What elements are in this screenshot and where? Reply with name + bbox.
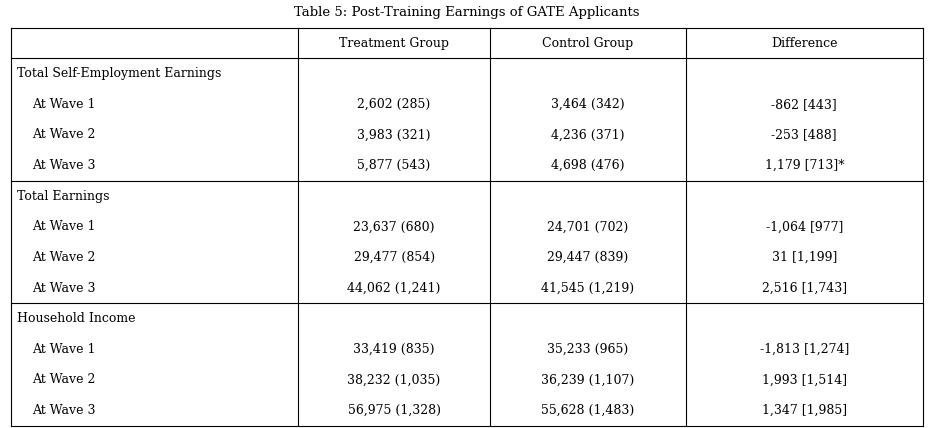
Text: Difference: Difference	[771, 37, 838, 50]
Text: 24,701 (702): 24,701 (702)	[547, 220, 629, 233]
Text: -1,064 [977]: -1,064 [977]	[766, 220, 843, 233]
Text: 29,477 (854): 29,477 (854)	[353, 251, 434, 264]
Text: 4,236 (371): 4,236 (371)	[551, 128, 625, 142]
Text: Table 5: Post-Training Earnings of GATE Applicants: Table 5: Post-Training Earnings of GATE …	[294, 6, 640, 19]
Text: 1,179 [713]*: 1,179 [713]*	[765, 159, 844, 172]
Text: 5,877 (543): 5,877 (543)	[358, 159, 431, 172]
Text: At Wave 2: At Wave 2	[32, 251, 95, 264]
Text: At Wave 1: At Wave 1	[32, 220, 95, 233]
Text: -862 [443]: -862 [443]	[771, 98, 837, 111]
Text: 3,464 (342): 3,464 (342)	[551, 98, 625, 111]
Text: 41,545 (1,219): 41,545 (1,219)	[541, 282, 634, 294]
Text: At Wave 2: At Wave 2	[32, 374, 95, 386]
Text: At Wave 3: At Wave 3	[32, 404, 95, 417]
Text: Control Group: Control Group	[542, 37, 633, 50]
Text: Total Self-Employment Earnings: Total Self-Employment Earnings	[17, 67, 221, 80]
Text: At Wave 1: At Wave 1	[32, 98, 95, 111]
Text: 55,628 (1,483): 55,628 (1,483)	[541, 404, 634, 417]
Text: Treatment Group: Treatment Group	[339, 37, 449, 50]
Text: 35,233 (965): 35,233 (965)	[547, 343, 629, 356]
Text: 31 [1,199]: 31 [1,199]	[771, 251, 837, 264]
Text: 4,698 (476): 4,698 (476)	[551, 159, 625, 172]
Text: -1,813 [1,274]: -1,813 [1,274]	[759, 343, 849, 356]
Text: 38,232 (1,035): 38,232 (1,035)	[347, 374, 441, 386]
Text: 56,975 (1,328): 56,975 (1,328)	[347, 404, 441, 417]
Text: At Wave 3: At Wave 3	[32, 159, 95, 172]
Text: Household Income: Household Income	[17, 312, 135, 325]
Text: Total Earnings: Total Earnings	[17, 190, 109, 203]
Text: -253 [488]: -253 [488]	[771, 128, 837, 142]
Text: 3,983 (321): 3,983 (321)	[358, 128, 431, 142]
Text: 23,637 (680): 23,637 (680)	[353, 220, 435, 233]
Text: 29,447 (839): 29,447 (839)	[547, 251, 629, 264]
Text: At Wave 2: At Wave 2	[32, 128, 95, 142]
Text: 44,062 (1,241): 44,062 (1,241)	[347, 282, 441, 294]
Text: 1,993 [1,514]: 1,993 [1,514]	[762, 374, 847, 386]
Text: 36,239 (1,107): 36,239 (1,107)	[541, 374, 634, 386]
Text: 1,347 [1,985]: 1,347 [1,985]	[762, 404, 847, 417]
Text: 2,516 [1,743]: 2,516 [1,743]	[762, 282, 847, 294]
Text: 33,419 (835): 33,419 (835)	[353, 343, 435, 356]
Text: 2,602 (285): 2,602 (285)	[358, 98, 431, 111]
Text: At Wave 1: At Wave 1	[32, 343, 95, 356]
Text: At Wave 3: At Wave 3	[32, 282, 95, 294]
